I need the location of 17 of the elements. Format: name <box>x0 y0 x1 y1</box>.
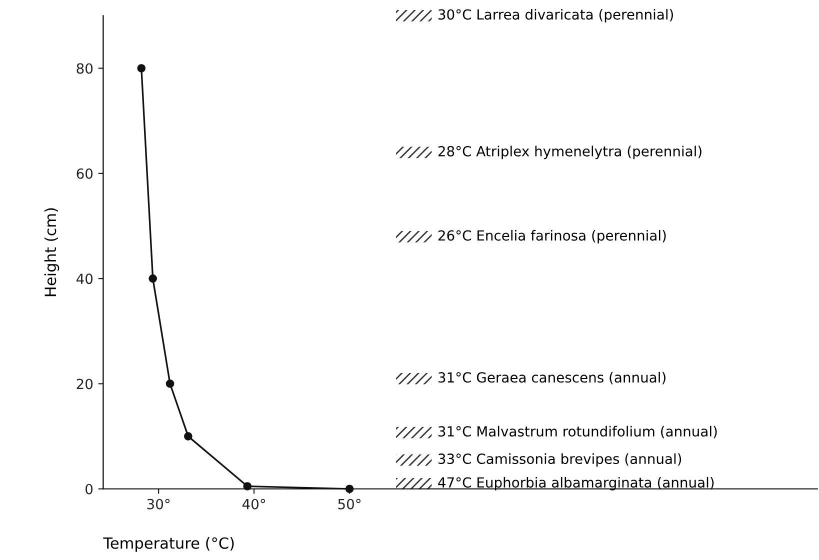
y-tick-label: 60 <box>76 168 93 179</box>
x-axis-title: Temperature (°C) <box>103 537 234 552</box>
annotation: 28°C Atriplex hymenelytra (perennial) <box>438 146 702 160</box>
y-tick-label: 20 <box>76 378 93 390</box>
y-tick-label: 80 <box>76 63 93 74</box>
annotation: 26°C Encelia farinosa (perennial) <box>438 230 666 244</box>
annotation: 47°C Euphorbia albamarginata (annual) <box>438 476 714 490</box>
annotation: 30°C Larrea divaricata (perennial) <box>438 8 674 22</box>
annotation: 31°C Malvastrum rotundifolium (annual) <box>438 426 717 438</box>
annotation: 33°C Camissonia brevipes (annual) <box>438 453 682 467</box>
x-tick-label: 30° <box>147 498 170 510</box>
x-tick-label: 50° <box>338 498 361 510</box>
y-tick-label: 40 <box>76 274 93 284</box>
x-tick-label: 40° <box>242 498 266 510</box>
y-axis-title: Height (cm) <box>44 208 60 296</box>
annotation: 31°C Geraea canescens (annual) <box>438 372 666 384</box>
y-tick-label: 0 <box>86 484 93 494</box>
